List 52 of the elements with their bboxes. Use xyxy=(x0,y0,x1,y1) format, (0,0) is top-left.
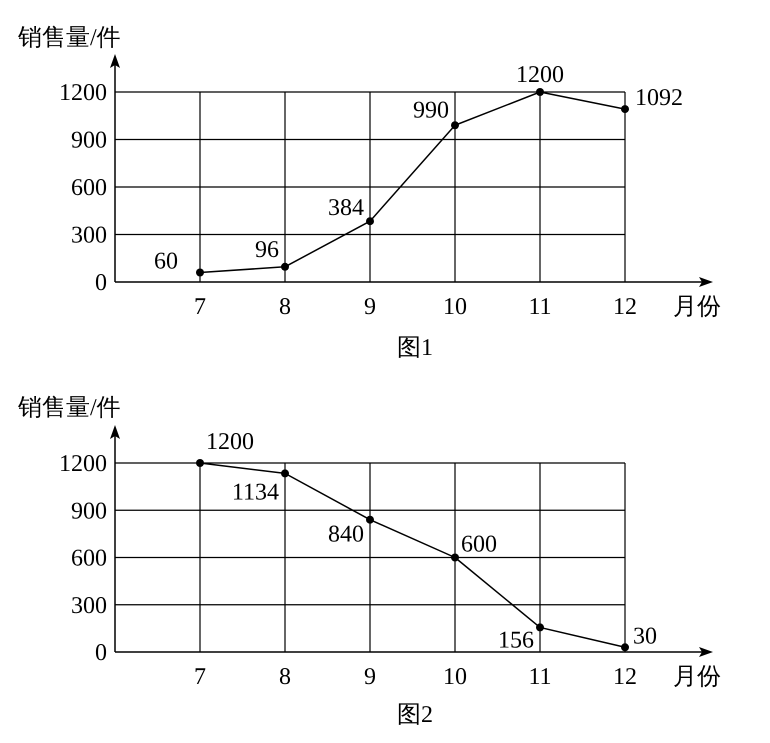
x-tick-label: 11 xyxy=(528,664,552,690)
x-axis-title: 月份 xyxy=(673,664,721,690)
x-tick-label: 12 xyxy=(613,664,637,690)
point xyxy=(281,262,289,271)
x-axis-title: 月份 xyxy=(673,294,721,320)
y-tick-label: 900 xyxy=(71,128,107,154)
x-tick-label: 12 xyxy=(613,294,637,320)
point xyxy=(451,121,459,130)
point xyxy=(451,554,459,562)
data-label: 1092 xyxy=(635,85,683,112)
y-tick-label: 1200 xyxy=(59,451,107,477)
x-tick-label: 9 xyxy=(364,294,376,320)
x-tick-label: 7 xyxy=(194,294,206,320)
point xyxy=(366,516,374,524)
point xyxy=(196,459,204,467)
y-tick-label: 900 xyxy=(71,498,107,524)
data-label: 840 xyxy=(328,522,364,548)
y-tick-label: 0 xyxy=(95,270,107,296)
x-tick-label: 8 xyxy=(279,664,291,690)
point xyxy=(196,268,204,276)
data-label: 384 xyxy=(328,195,364,222)
y-tick-label: 0 xyxy=(95,640,107,666)
point xyxy=(621,643,629,652)
y-axis-title: 销售量/件 xyxy=(17,25,121,51)
data-label: 156 xyxy=(498,627,534,654)
data-label: 1200 xyxy=(516,62,564,88)
x-tick-label: 11 xyxy=(528,294,552,320)
point xyxy=(366,217,374,226)
y-tick-label: 300 xyxy=(71,592,107,619)
data-label: 1134 xyxy=(232,479,279,506)
point xyxy=(621,105,629,114)
y-tick-label: 600 xyxy=(71,175,107,201)
text: 图2 xyxy=(397,702,433,728)
point xyxy=(281,469,289,478)
data-label: 600 xyxy=(461,532,497,558)
x-tick-label: 8 xyxy=(279,294,291,320)
data-label: 990 xyxy=(413,97,449,124)
text: 图1 xyxy=(397,335,433,361)
y-tick-label: 1200 xyxy=(59,80,107,106)
data-label: 60 xyxy=(154,248,178,274)
y-tick-label: 600 xyxy=(71,546,107,572)
data-label: 1200 xyxy=(206,429,254,455)
x-tick-label: 9 xyxy=(364,664,376,690)
data-label: 30 xyxy=(633,623,657,650)
y-tick-label: 300 xyxy=(71,222,107,248)
x-tick-label: 10 xyxy=(443,294,467,320)
x-tick-label: 10 xyxy=(443,664,467,690)
data-label: 96 xyxy=(255,236,279,263)
point xyxy=(536,88,544,96)
point xyxy=(536,623,544,632)
x-tick-label: 7 xyxy=(194,664,206,690)
y-axis-title: 销售量/件 xyxy=(17,395,121,421)
